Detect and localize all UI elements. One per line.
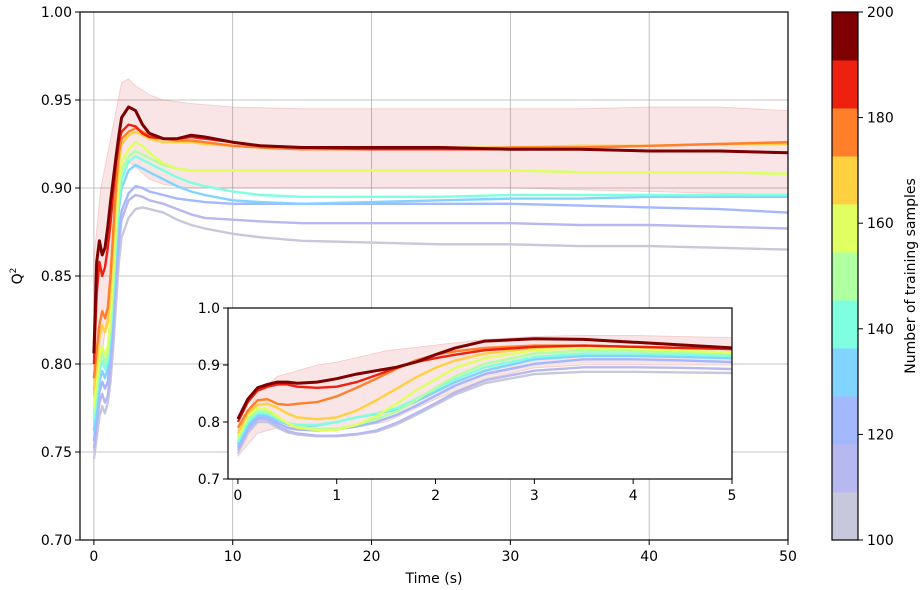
colorbar-tick-label: 120 (867, 427, 894, 443)
colorbar-tick-label: 200 (867, 5, 894, 21)
series-line-200 (236, 337, 733, 420)
series-line-120 (236, 358, 733, 449)
x-tick-label: 10 (224, 549, 242, 565)
y-axis-label-base: Q (10, 273, 26, 284)
series-line-140 (236, 352, 733, 443)
colorbar-cell (832, 12, 858, 61)
colorbar-cell (832, 300, 858, 349)
inset-series-lines (236, 337, 733, 454)
x-tick-label: 50 (779, 549, 797, 565)
x-tick-label: 4 (629, 488, 638, 504)
series-line-160 (236, 346, 733, 437)
series-line-130 (92, 163, 788, 432)
series-line-110 (236, 366, 733, 452)
x-tick-label: 0 (89, 549, 98, 565)
y-tick-label: 0.70 (41, 533, 72, 549)
colorbar-cell (832, 396, 858, 445)
colorbar-tick-label: 180 (867, 111, 894, 127)
series-line-190 (236, 344, 733, 423)
colorbar-frame (831, 11, 859, 541)
colorbar-cell (832, 492, 858, 541)
x-tick-label: 1 (332, 488, 341, 504)
x-tick-label: 3 (530, 488, 539, 504)
y-tick-label: 1.0 (198, 301, 220, 317)
series-line-110 (92, 193, 789, 449)
y-tick-label: 0.95 (41, 93, 72, 109)
colorbar-tick-label: 100 (867, 533, 894, 549)
x-axis-label: Time (s) (405, 571, 463, 587)
colorbar-cells (832, 12, 858, 541)
y-axis-label: Q2 (9, 268, 26, 285)
x-tick-label: 30 (501, 549, 519, 565)
y-tick-label: 0.75 (41, 445, 72, 461)
y-tick-label: 0.90 (41, 181, 72, 197)
inset-y-ticks: 0.7 0.8 0.9 1.0 (198, 301, 228, 488)
colorbar-cell (832, 60, 858, 109)
series-line-200 (92, 105, 789, 354)
colorbar: 100 120 140 160 180 200 Number of training sa… (831, 5, 919, 549)
series-line-120 (92, 185, 789, 442)
y-axis-label-superscript: 2 (9, 268, 19, 274)
colorbar-label: Number of training samples (903, 178, 919, 374)
main-x-ticks: 0 10 20 30 40 50 (89, 540, 797, 565)
x-tick-label: 40 (640, 549, 658, 565)
series-line-140 (92, 155, 788, 421)
colorbar-tick-label: 140 (867, 322, 894, 338)
x-tick-label: 2 (431, 488, 440, 504)
main-series-lines (92, 105, 789, 460)
colorbar-cell (832, 444, 858, 493)
main-y-ticks: 0.70 0.75 0.80 0.85 0.90 0.95 1.00 (41, 5, 80, 549)
x-tick-label: 20 (363, 549, 381, 565)
inset-x-ticks: 0 1 2 3 4 5 (233, 479, 736, 504)
colorbar-ticks: 100 120 140 160 180 200 (858, 5, 894, 549)
colorbar-cell (832, 252, 858, 301)
y-tick-label: 0.80 (41, 357, 72, 373)
colorbar-cell (832, 156, 858, 205)
y-tick-label: 0.9 (198, 358, 220, 374)
inset-plot-background (228, 308, 732, 479)
y-tick-label: 0.8 (198, 415, 220, 431)
y-tick-label: 0.85 (41, 269, 72, 285)
inset-plot: 0 1 2 3 4 5 0.7 0.8 0.9 1.0 (198, 301, 737, 504)
inset-plot-frame (227, 307, 733, 480)
series-line-150 (236, 349, 733, 440)
colorbar-cell (832, 108, 858, 157)
colorbar-cell (832, 204, 858, 253)
main-plot: 0 10 20 30 40 50 0.700.750.800.850.900.951.00… (9, 5, 797, 587)
colorbar-cell (832, 348, 858, 397)
x-tick-label: 5 (728, 488, 737, 504)
main-grid (80, 11, 789, 541)
colorbar-tick-label: 160 (867, 216, 894, 232)
series-line-100 (92, 206, 789, 460)
series-line-160 (92, 141, 789, 407)
y-tick-label: 0.7 (198, 472, 220, 488)
y-tick-label: 1.00 (41, 5, 72, 21)
x-tick-label: 0 (233, 488, 242, 504)
